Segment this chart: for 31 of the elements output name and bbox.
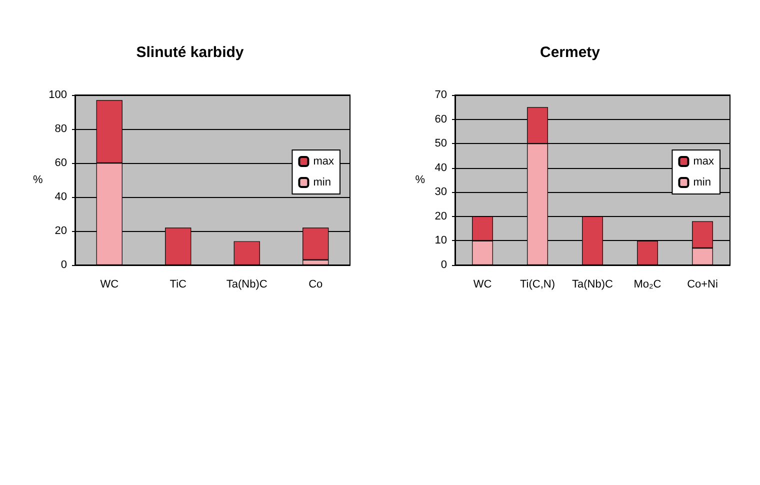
y-tick-label: 60: [54, 157, 67, 169]
y-axis-title: %: [415, 174, 426, 186]
x-tick-label: WC: [473, 278, 492, 290]
y-tick-label: 100: [48, 89, 67, 101]
x-tick-label: Co: [308, 278, 323, 290]
legend-label: max: [313, 156, 334, 168]
x-tick-label: Ta(Nb)C: [572, 278, 614, 290]
y-tick-label: 40: [54, 191, 67, 203]
x-tick-label: Ta(Nb)C: [226, 278, 268, 290]
x-tick-label: TiC: [170, 278, 187, 290]
y-tick-label: 0: [60, 259, 67, 271]
legend-label: min: [693, 176, 711, 188]
y-tick-label: 10: [434, 234, 447, 247]
x-tick-label: Ti(C,N): [520, 278, 556, 290]
y-tick-label: 20: [434, 210, 447, 222]
x-tick-label: Mo₂C: [634, 278, 662, 290]
y-tick-label: 0: [440, 259, 447, 271]
y-axis-title: %: [32, 174, 43, 186]
y-tick-label: 80: [54, 123, 67, 135]
chart-title: Cermety: [540, 44, 601, 61]
y-tick-label: 40: [434, 162, 447, 174]
legend-label: max: [693, 156, 714, 168]
y-tick-label: 50: [434, 138, 447, 150]
chart-title: Slinuté karbidy: [136, 44, 244, 61]
x-tick-label: WC: [100, 278, 119, 290]
y-tick-label: 60: [434, 113, 447, 126]
y-tick-label: 30: [434, 186, 447, 198]
y-tick-label: 20: [54, 225, 67, 237]
legend-label: min: [313, 176, 331, 188]
y-tick-label: 70: [434, 89, 447, 101]
x-tick-label: Co+Ni: [687, 278, 718, 290]
